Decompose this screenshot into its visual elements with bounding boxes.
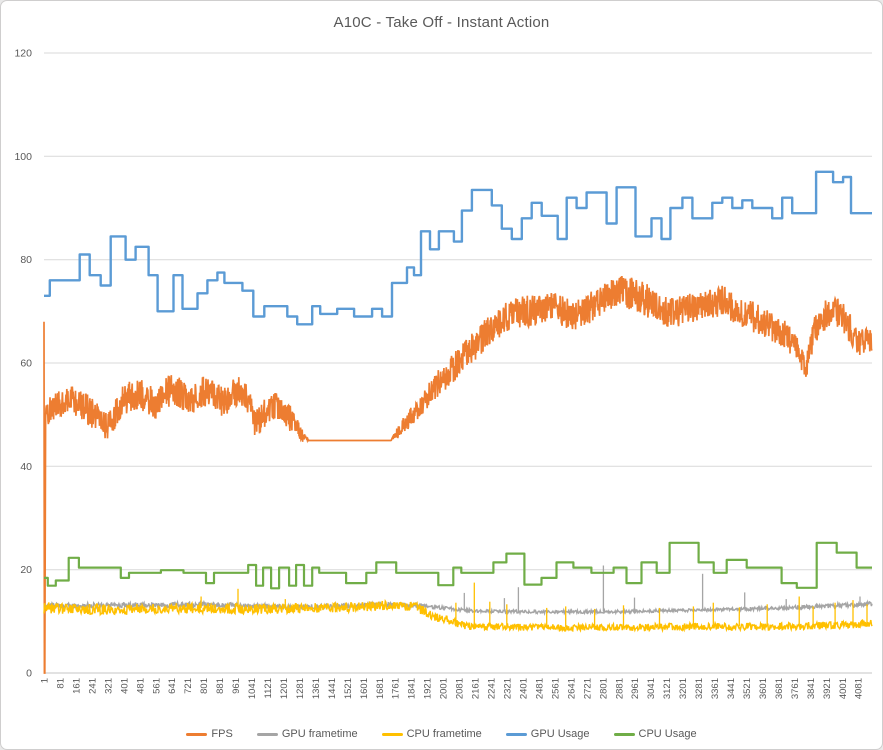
series-cpu-frametime-line: [43, 598, 873, 634]
x-tick-label: 2081: [455, 678, 466, 699]
x-tick-label: 721: [183, 678, 194, 694]
gpu-frametime-line-swatch-icon: [256, 732, 278, 736]
y-tick-label: 120: [14, 48, 32, 60]
y-tick-label: 80: [20, 254, 32, 266]
x-tick-label: 3121: [662, 678, 673, 699]
x-tick-label: 1441: [327, 678, 338, 699]
legend-label: GPU frametime: [281, 728, 358, 740]
x-tick-label: 1201: [279, 678, 290, 699]
x-tick-label: 3681: [774, 678, 785, 699]
x-tick-label: 1761: [391, 678, 402, 699]
x-tick-label: 161: [71, 678, 82, 694]
x-tick-label: 3521: [742, 678, 753, 699]
x-tick-label: 3281: [694, 678, 705, 699]
x-tick-label: 2561: [550, 678, 561, 699]
y-tick-label: 20: [20, 564, 32, 576]
x-tick-label: 2161: [471, 678, 482, 699]
x-tick-label: 3201: [678, 678, 689, 699]
x-tick-label: 1281: [295, 678, 306, 699]
y-tick-label: 0: [26, 668, 32, 680]
x-tick-label: 2241: [487, 678, 498, 699]
x-tick-label: 4081: [854, 678, 865, 699]
x-tick-label: 1: [40, 678, 51, 683]
legend-item-fps: FPS: [186, 728, 233, 740]
legend: FPS GPU frametime CPU frametime GPU Usag…: [1, 728, 882, 740]
y-tick-label: 100: [14, 151, 32, 163]
x-tick-label: 2321: [503, 678, 514, 699]
legend-label: GPU Usage: [530, 728, 590, 740]
x-tick-label: 321: [103, 678, 114, 694]
x-tick-label: 1521: [343, 678, 354, 699]
x-tick-label: 1361: [311, 678, 322, 699]
series-gpu-frametime-line: [43, 599, 873, 617]
cpu-usage-line-swatch-icon: [613, 732, 635, 736]
series-cpu-usage-line: [44, 541, 872, 590]
x-tick-label: 801: [199, 678, 210, 694]
fps-line-swatch-icon: [186, 732, 208, 736]
x-tick-label: 3041: [646, 678, 657, 699]
x-tick-label: 81: [56, 678, 67, 689]
x-tick-label: 2401: [519, 678, 530, 699]
y-tick-label: 60: [20, 358, 32, 370]
series-gpu-usage-line: [44, 170, 872, 326]
x-tick-label: 481: [135, 678, 146, 694]
legend-item-gpu-usage: GPU Usage: [505, 728, 590, 740]
x-tick-label: 641: [167, 678, 178, 694]
legend-label: FPS: [211, 728, 233, 740]
x-tick-label: 2481: [534, 678, 545, 699]
legend-label: CPU Usage: [638, 728, 697, 740]
x-tick-label: 1921: [423, 678, 434, 699]
x-tick-label: 4001: [838, 678, 849, 699]
legend-item-gpu-frametime: GPU frametime: [256, 728, 358, 740]
legend-label: CPU frametime: [406, 728, 482, 740]
legend-item-cpu-usage: CPU Usage: [613, 728, 697, 740]
x-tick-label: 1041: [247, 678, 258, 699]
x-tick-label: 401: [119, 678, 130, 694]
x-tick-label: 1681: [375, 678, 386, 699]
x-tick-label: 3441: [726, 678, 737, 699]
legend-item-cpu-frametime: CPU frametime: [381, 728, 482, 740]
x-tick-label: 2801: [598, 678, 609, 699]
x-tick-label: 881: [215, 678, 226, 694]
x-tick-label: 3921: [822, 678, 833, 699]
x-tick-label: 241: [87, 678, 98, 694]
y-tick-label: 40: [20, 461, 32, 473]
x-tick-label: 3361: [710, 678, 721, 699]
gpu-usage-line-swatch-icon: [505, 732, 527, 736]
series-fps-line: [43, 275, 873, 674]
x-tick-label: 961: [231, 678, 242, 694]
x-tick-label: 1841: [407, 678, 418, 699]
x-tick-label: 3841: [806, 678, 817, 699]
x-tick-label: 3761: [790, 678, 801, 699]
x-tick-label: 1601: [359, 678, 370, 699]
x-tick-label: 2001: [439, 678, 450, 699]
cpu-frametime-line-swatch-icon: [381, 732, 403, 736]
x-tick-label: 2961: [630, 678, 641, 699]
x-tick-label: 561: [151, 678, 162, 694]
x-tick-label: 2721: [582, 678, 593, 699]
x-tick-label: 1121: [263, 678, 274, 698]
x-tick-label: 2641: [566, 678, 577, 699]
chart-title: A10C - Take Off - Instant Action: [333, 14, 550, 31]
x-tick-label: 2881: [614, 678, 625, 699]
x-tick-label: 3601: [758, 678, 769, 699]
